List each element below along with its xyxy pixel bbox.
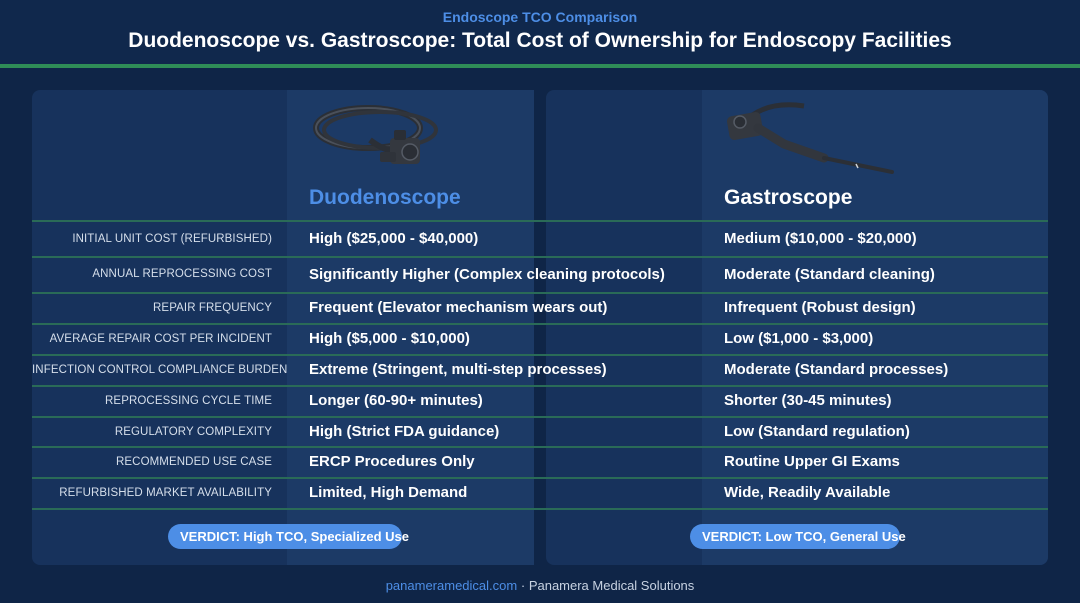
- duodenoscope-heading: Duodenoscope: [309, 186, 461, 209]
- row-divider: [32, 385, 1048, 387]
- page-subtitle: Endoscope TCO Comparison: [442, 9, 638, 25]
- row-label: REGULATORY COMPLEXITY: [114, 426, 272, 438]
- duodenoscope-verdict-badge: VERDICT: High TCO, Specialized Use: [168, 524, 409, 549]
- gastroscope-cell: Routine Upper GI Exams: [724, 453, 900, 470]
- row-divider: [32, 477, 1048, 479]
- duodenoscope-cell: High (Strict FDA guidance): [309, 423, 500, 440]
- row-label: REPROCESSING CYCLE TIME: [105, 395, 272, 407]
- gastroscope-cell: Moderate (Standard cleaning): [724, 266, 935, 283]
- row-divider: [32, 354, 1048, 356]
- gastroscope-image: [726, 102, 894, 174]
- gastroscope-cell: Low ($1,000 - $3,000): [724, 330, 874, 347]
- row-label: AVERAGE REPAIR COST PER INCIDENT: [49, 333, 272, 345]
- row-label: INITIAL UNIT COST (REFURBISHED): [72, 233, 272, 245]
- page-title: Duodenoscope vs. Gastroscope: Total Cost…: [128, 29, 952, 52]
- header: Endoscope TCO Comparison Duodenoscope vs…: [0, 0, 1080, 66]
- gastroscope-cell: Wide, Readily Available: [724, 484, 891, 501]
- duodenoscope-cell: ERCP Procedures Only: [309, 453, 475, 470]
- duodenoscope-cell: High ($25,000 - $40,000): [309, 230, 479, 247]
- duodenoscope-image: [313, 105, 438, 164]
- footer-separator: ·: [520, 578, 526, 593]
- duodenoscope-cell: Extreme (Stringent, multi-step processes…: [309, 361, 607, 378]
- row-label: RECOMMENDED USE CASE: [116, 456, 272, 468]
- gastroscope-cell: Shorter (30-45 minutes): [724, 392, 892, 409]
- gastroscope-cell: Infrequent (Robust design): [724, 299, 916, 316]
- duodenoscope-column: [287, 90, 534, 565]
- row-label: ANNUAL REPROCESSING COST: [92, 268, 272, 280]
- footer-site-link[interactable]: panameramedical.com: [385, 578, 518, 593]
- footer: panameramedical.com · Panamera Medical S…: [0, 578, 1080, 593]
- duodenoscope-cell: Frequent (Elevator mechanism wears out): [309, 299, 608, 316]
- row-divider: [32, 292, 1048, 294]
- gastroscope-cell: Medium ($10,000 - $20,000): [724, 230, 917, 247]
- duodenoscope-cell: Longer (60-90+ minutes): [309, 392, 483, 409]
- footer-company: Panamera Medical Solutions: [528, 578, 695, 593]
- row-divider: [32, 220, 1048, 222]
- duodenoscope-cell: Significantly Higher (Complex cleaning p…: [309, 266, 665, 283]
- gastroscope-cell: Low (Standard regulation): [724, 423, 910, 440]
- gastroscope-cell: Moderate (Standard processes): [724, 361, 949, 378]
- header-divider: [0, 64, 1080, 68]
- gastroscope-verdict-badge: VERDICT: Low TCO, General Use: [690, 524, 906, 549]
- row-label: REFURBISHED MARKET AVAILABILITY: [59, 487, 272, 499]
- row-label: REPAIR FREQUENCY: [153, 302, 272, 314]
- row-divider: [32, 446, 1048, 448]
- duodenoscope-cell: High ($5,000 - $10,000): [309, 330, 470, 347]
- row-divider: [32, 256, 1048, 258]
- gastroscope-heading: Gastroscope: [724, 186, 853, 209]
- duodenoscope-cell: Limited, High Demand: [309, 484, 468, 501]
- row-divider: [32, 508, 1048, 510]
- row-label: INFECTION CONTROL COMPLIANCE BURDEN: [32, 364, 288, 376]
- row-divider: [32, 416, 1048, 418]
- row-divider: [32, 323, 1048, 325]
